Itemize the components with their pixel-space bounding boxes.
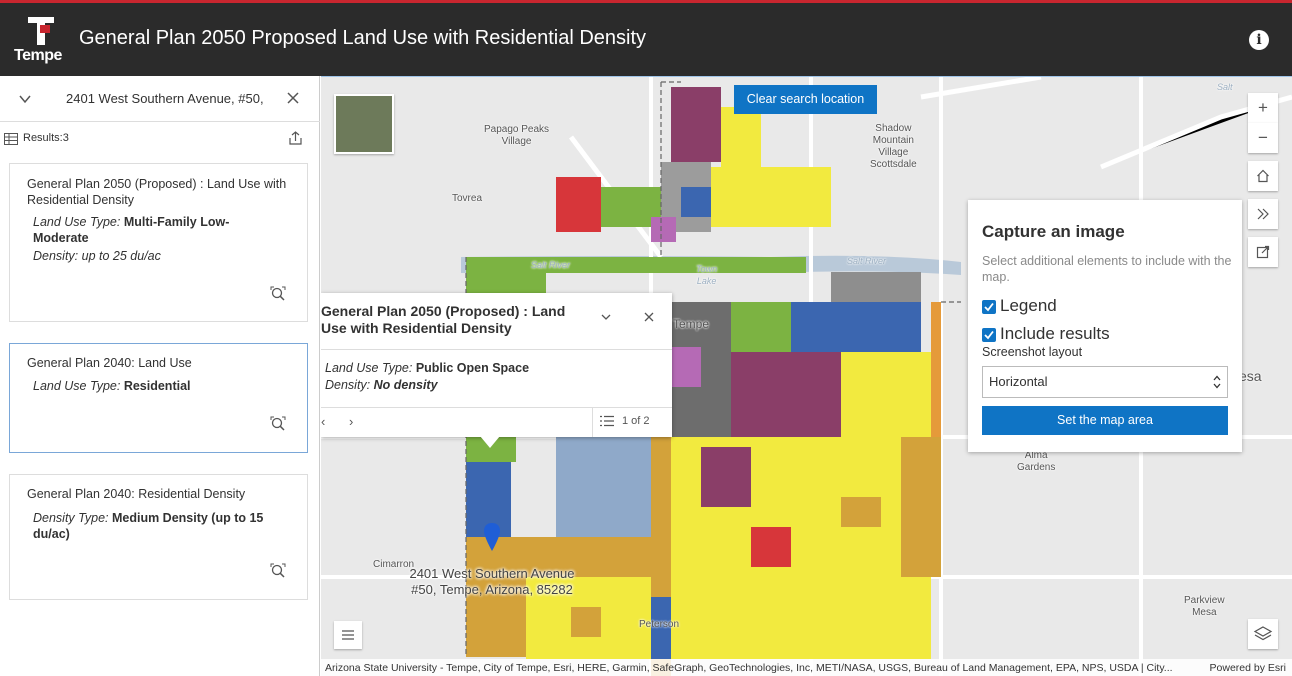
list-icon[interactable] [600,415,614,427]
checkmark-icon [984,302,994,312]
popup-pointer [480,436,500,448]
home-icon [1257,169,1269,183]
map-label: Shadow Mountain Village Scottsdale [870,123,917,170]
search-result-label: 2401 West Southern Avenue #50, Tempe, Ar… [409,566,575,597]
map-label: Tovrea [452,193,483,204]
result-field: Land Use Type: Residential [33,379,191,393]
result-field: Density: up to 25 du/ac [33,249,161,263]
result-card-title: General Plan 2040: Residential Density [27,487,246,501]
map-label: Peterson [639,619,680,630]
close-icon[interactable] [644,312,654,322]
map-label: esa [1239,368,1262,384]
location-pin-icon[interactable] [484,523,500,551]
set-map-area-button[interactable]: Set the map area [982,406,1228,435]
screenshot-layout-value: Horizontal [989,374,1048,389]
popup-field: Land Use Type: Public Open Space [325,361,530,375]
legend-checkbox-label[interactable]: Legend [1000,296,1057,315]
export-icon[interactable] [289,131,302,145]
result-field: Land Use Type: Multi-Family Low-Moderate [33,215,230,245]
map-label: Salt [1217,82,1233,92]
layers-button[interactable] [1248,619,1278,649]
map-view[interactable]: Clear search location Papago Peaks Villa… [321,76,1292,676]
search-bar: 2401 West Southern Avenue, #50, [0,76,320,122]
close-icon[interactable] [286,91,300,105]
include-results-checkbox[interactable] [982,328,996,342]
divider [321,407,672,408]
select-arrows-icon [1213,375,1221,389]
search-input[interactable]: 2401 West Southern Avenue, #50, [66,91,264,106]
divider [592,408,593,437]
screenshot-layout-select[interactable]: Horizontal [982,366,1228,398]
map-label: Town Lake [696,264,718,286]
layers-icon [1253,626,1273,641]
results-header: Results:3 [0,126,320,154]
result-card-title: General Plan 2050 (Proposed) : Land Use … [27,177,287,207]
feature-popup: General Plan 2050 (Proposed) : Land Use … [321,293,672,437]
results-sidebar: 2401 West Southern Avenue, #50, Results:… [0,76,320,676]
info-icon[interactable]: i [1249,30,1269,50]
zoom-to-icon[interactable] [270,286,286,302]
result-card-title: General Plan 2040: Land Use [27,356,192,370]
map-attribution: Arizona State University - Tempe, City o… [321,659,1292,676]
result-card[interactable]: General Plan 2040: Residential Density D… [9,474,308,600]
result-card[interactable]: General Plan 2050 (Proposed) : Land Use … [9,163,308,322]
table-icon[interactable] [4,133,18,145]
map-label: Papago Peaks Village [484,124,550,147]
map-label: Salt River [847,256,887,266]
screenshot-layout-label: Screenshot layout [982,345,1083,359]
checkmark-icon [984,330,994,340]
screenshot-button[interactable] [1248,237,1278,267]
capture-image-panel: Capture an image Select additional eleme… [968,200,1242,452]
page-title: General Plan 2050 Proposed Land Use with… [79,27,647,49]
capture-title: Capture an image [982,222,1125,241]
list-icon [342,630,354,640]
feature-pager: 1 of 2 [622,415,650,427]
expand-panel-button[interactable] [1248,199,1278,229]
map-label: Alma Gardens [1017,450,1056,473]
clear-search-button[interactable]: Clear search location [734,85,877,114]
legend-button[interactable] [334,621,362,649]
export-icon [1256,245,1270,259]
include-results-label[interactable]: Include results [1000,324,1110,343]
map-label: Salt River [531,260,571,270]
double-chevron-right-icon [1257,208,1269,220]
basemap-toggle-button[interactable] [334,94,394,154]
map-label: Tempe [673,317,710,331]
home-button[interactable] [1248,161,1278,191]
powered-by-esri-link[interactable]: Powered by Esri [1209,662,1286,674]
next-feature-button[interactable]: › [349,414,354,429]
zoom-to-icon[interactable] [270,416,286,432]
tempe-logo-mark-icon [28,17,54,45]
popup-title: General Plan 2050 (Proposed) : Land Use … [321,303,566,336]
zoom-to-icon[interactable] [270,563,286,579]
chevron-down-icon[interactable] [18,92,32,106]
map-label: Parkview Mesa [1184,595,1225,618]
attribution-text: Arizona State University - Tempe, City o… [325,662,1173,674]
divider [321,349,672,350]
chevron-down-icon[interactable] [600,312,612,322]
legend-checkbox[interactable] [982,300,996,314]
result-field: Density Type: Medium Density (up to 15 d… [33,511,264,541]
result-card[interactable]: General Plan 2040: Land Use Land Use Typ… [9,343,308,453]
zoom-in-button[interactable]: + [1248,93,1278,123]
previous-feature-button[interactable]: ‹ [321,414,326,429]
app-header: Tempe General Plan 2050 Proposed Land Us… [0,0,1292,76]
logo-wordmark: Tempe [14,47,62,64]
map-label: Cimarron [373,559,415,570]
capture-description: Select additional elements to include wi… [982,254,1232,284]
tempe-logo: Tempe [14,17,72,67]
popup-field: Density: No density [325,378,438,392]
zoom-out-button[interactable]: − [1248,123,1278,153]
results-count: Results:3 [23,132,69,144]
